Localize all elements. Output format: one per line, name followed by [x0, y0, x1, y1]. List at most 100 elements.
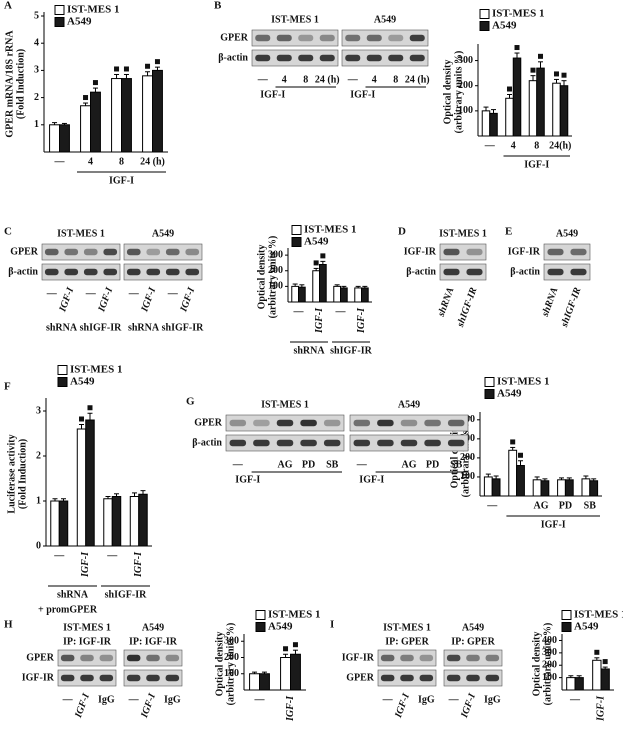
bar	[552, 82, 561, 137]
bar	[354, 287, 362, 303]
lane-label: —	[448, 694, 460, 705]
bar	[121, 78, 132, 153]
x-tick-label: 4	[88, 156, 93, 167]
y-tick-label: 100	[224, 668, 239, 679]
panel-letter: E	[505, 226, 512, 238]
row-label: GPER	[346, 672, 375, 683]
lane-label: 8	[303, 74, 308, 85]
blot-band	[255, 54, 271, 62]
blot-band	[99, 674, 114, 682]
blot-band	[353, 419, 371, 427]
x-tick-label: IGF-I	[314, 307, 325, 334]
x-tick-label: 24(h)	[549, 140, 571, 151]
bar	[138, 493, 148, 547]
x-tick-label: 4	[511, 140, 516, 151]
blot-band	[80, 674, 94, 682]
bar	[90, 91, 101, 153]
lane-label: shRNA	[540, 286, 561, 319]
lane-label: —	[62, 694, 74, 705]
lane-label: —	[85, 288, 97, 299]
blot-band	[443, 268, 460, 276]
bar	[557, 479, 566, 497]
row-label: β-actin	[406, 266, 436, 277]
blot-band	[443, 248, 460, 256]
significance-mark	[114, 66, 120, 72]
blot-band	[64, 268, 79, 276]
y-tick-label: 3	[34, 65, 39, 76]
bar	[574, 677, 584, 691]
lane-label: PD	[302, 459, 315, 470]
significance-mark	[92, 80, 98, 86]
y-tick-label: 0	[36, 540, 41, 551]
lane-label: PD	[426, 459, 439, 470]
blot-band	[377, 439, 394, 447]
blot-band	[276, 34, 292, 42]
lane-label: IGF-I	[178, 285, 198, 314]
bar	[532, 479, 542, 497]
blot-band	[466, 674, 480, 682]
blot-membrane	[543, 263, 591, 281]
blot-band	[419, 674, 434, 682]
blot-band	[276, 419, 294, 427]
legend-label: IST-MES 1	[574, 609, 623, 621]
bar	[49, 124, 61, 153]
blot-band	[146, 268, 161, 276]
bar	[581, 478, 591, 497]
blot-band	[485, 674, 500, 682]
significance-mark	[530, 67, 536, 73]
group-label: IGF-I	[524, 159, 549, 170]
x-tick-label: 8	[119, 156, 124, 167]
lane-label: IgG	[418, 694, 435, 705]
legend-label: A549	[70, 376, 95, 388]
significance-mark	[514, 45, 520, 51]
cell-title: IST-MES 1	[439, 228, 487, 239]
blot-band	[146, 248, 161, 256]
legend-label: IST-MES 1	[492, 8, 544, 20]
legend-swatch	[57, 365, 68, 375]
lane-label: IGF-I	[139, 691, 159, 720]
significance-mark	[123, 66, 129, 72]
y-axis-label: Luciferase activity	[6, 434, 17, 513]
x-tick-label: IGF-I	[80, 551, 91, 578]
group-label: IGF-I	[541, 519, 566, 530]
significance-mark	[506, 86, 512, 92]
lane-label: —	[128, 288, 140, 299]
panel-letter: B	[214, 0, 222, 12]
legend-swatch	[54, 17, 65, 27]
lane-label: —	[46, 288, 58, 299]
panel-letter: G	[186, 396, 195, 408]
x-tick-label: —	[293, 306, 305, 317]
blot-band	[229, 419, 247, 427]
cell-title: IST-MES 1	[261, 399, 309, 410]
bar	[508, 449, 518, 497]
significance-mark	[594, 649, 600, 655]
lane-label: shIGF-IR	[559, 286, 584, 330]
blot-band	[400, 419, 418, 427]
y-axis-label: (arbitrary units %)	[542, 623, 553, 706]
bar	[528, 80, 538, 137]
treatment-label: IGF-I	[260, 89, 285, 100]
x-tick-label: IGF-I	[356, 307, 367, 334]
x-tick-label: IGF-I	[285, 695, 296, 722]
legend-swatch	[54, 5, 65, 15]
bar	[512, 57, 522, 137]
blot-band	[44, 268, 59, 276]
significance-mark	[145, 63, 151, 69]
panel-letter: I	[330, 619, 334, 631]
blot-band	[60, 674, 75, 682]
significance-mark	[292, 642, 298, 648]
blot-band	[253, 439, 270, 447]
blot-band	[377, 419, 394, 427]
lane-label: —	[128, 694, 140, 705]
x-tick-label: 8	[534, 140, 539, 151]
blot-band	[253, 419, 270, 427]
blot-band	[446, 654, 461, 662]
group-label: IGF-I	[109, 175, 134, 186]
group-label: shRNA	[46, 322, 78, 333]
lane-label: —	[257, 74, 269, 85]
blot-band	[185, 248, 200, 256]
y-tick-label: 100	[268, 281, 283, 292]
lane-label: IGF-I	[139, 285, 159, 314]
row-label: GPER	[194, 417, 223, 428]
y-tick-label: 1	[34, 119, 39, 130]
